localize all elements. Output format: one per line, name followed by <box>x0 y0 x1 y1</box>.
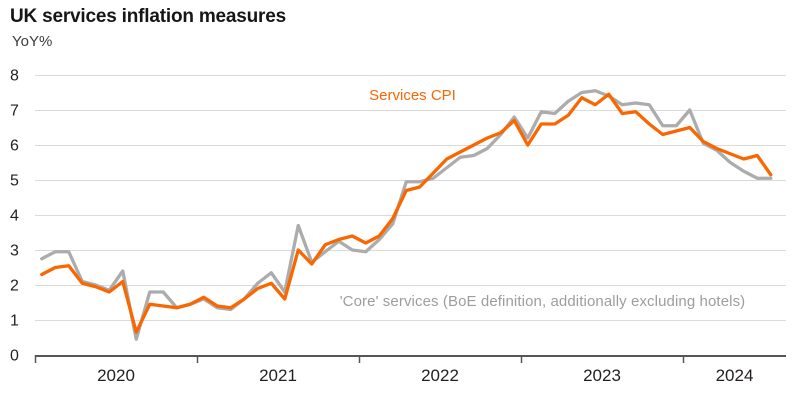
y-tick-label: 6 <box>10 138 19 155</box>
y-tick-label: 2 <box>10 278 19 295</box>
y-tick-label: 5 <box>10 173 19 190</box>
y-tick-label: 1 <box>10 313 19 330</box>
series-line-services-cpi <box>40 92 773 334</box>
series-label-core-services: 'Core' services (BoE definition, additio… <box>339 293 746 310</box>
y-tick-label: 0 <box>10 348 19 365</box>
x-axis <box>34 355 786 363</box>
x-tick-labels: 2020 2021 2022 2023 2024 <box>97 366 753 385</box>
series-label-services-cpi: Services CPI <box>369 87 456 104</box>
x-tick-label: 2023 <box>583 366 621 385</box>
page-title: UK services inflation measures <box>10 6 286 27</box>
x-tick-label: 2021 <box>259 366 297 385</box>
y-tick-labels: 0 1 2 3 4 5 6 7 8 <box>10 68 19 365</box>
y-gridlines <box>35 75 786 321</box>
x-tick-label: 2024 <box>716 366 754 385</box>
y-tick-label: 7 <box>10 103 19 120</box>
x-tick-label: 2020 <box>97 366 135 385</box>
y-tick-label: 3 <box>10 243 19 260</box>
y-tick-label: 8 <box>10 68 19 85</box>
x-tick-label: 2022 <box>421 366 459 385</box>
y-tick-label: 4 <box>10 208 19 225</box>
y-axis-unit-label: YoY% <box>12 33 53 50</box>
series-line-core-services <box>40 89 773 341</box>
